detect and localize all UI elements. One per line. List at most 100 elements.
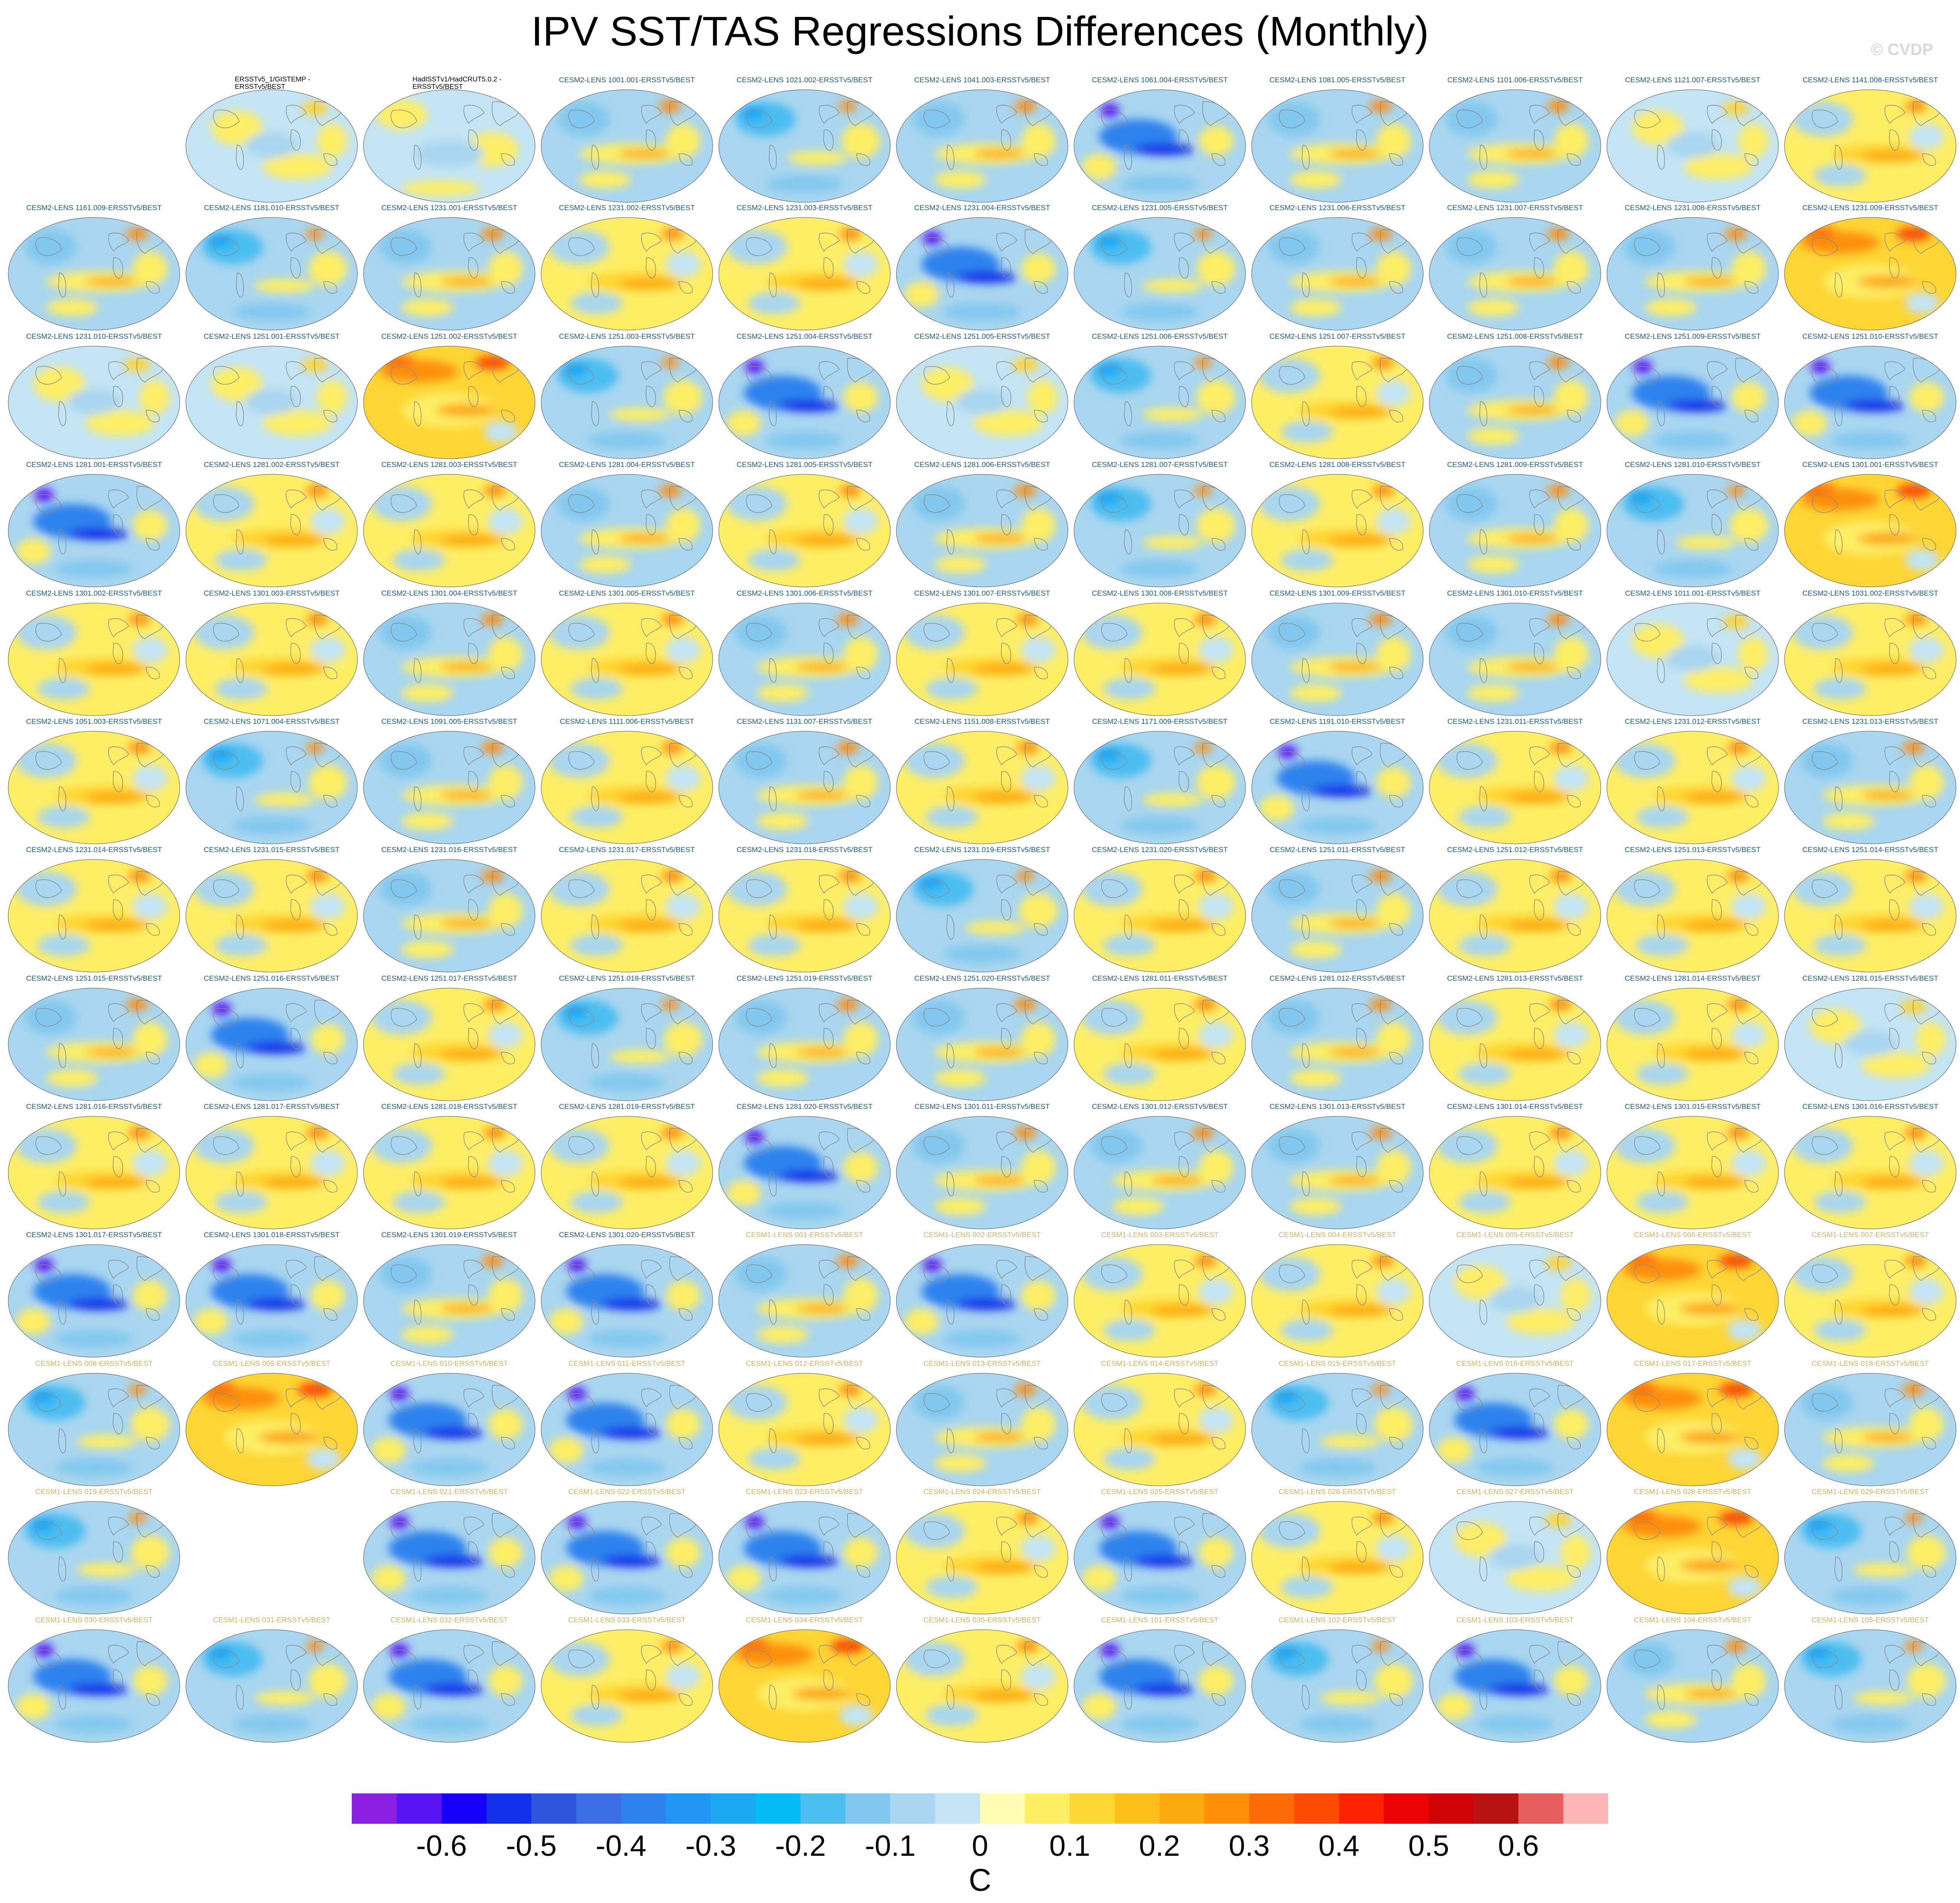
coastline: [996, 1388, 1017, 1408]
coastline: [468, 386, 478, 407]
anomaly-region: [1151, 921, 1212, 931]
map-border: [8, 1373, 180, 1486]
anomaly-region: [1725, 1640, 1747, 1652]
ensemble-panel: CESM2-LENS 1251.014-ERSSTv5/BEST: [1782, 846, 1959, 974]
colorbar-swatch: [935, 1793, 980, 1824]
coastline: [1124, 1685, 1132, 1710]
ensemble-panel: CESM2-LENS 1251.001-ERSSTv5/BEST: [183, 332, 360, 460]
coastline: [108, 618, 129, 638]
anomaly-region: [974, 792, 1034, 803]
coastline: [501, 281, 515, 294]
anomaly-region: [1506, 1309, 1576, 1335]
coastline: [1479, 529, 1487, 554]
ensemble-panel: CESM2-LENS 1281.007-ERSSTv5/BEST: [1071, 460, 1249, 589]
coastline: [1211, 1437, 1226, 1449]
coastline: [769, 1300, 777, 1325]
ensemble-panel: CESM2-LENS 1301.013-ERSSTv5/BEST: [1249, 1102, 1426, 1231]
coastline: [1351, 1517, 1373, 1536]
coastline: [501, 1052, 515, 1064]
anomaly-region: [1281, 1319, 1333, 1341]
coastline: [113, 1670, 123, 1691]
anomaly-region: [618, 921, 679, 931]
global-regression-map: [896, 217, 1068, 331]
anomaly-region: [740, 105, 766, 120]
anomaly-region: [410, 1587, 488, 1605]
panel-title: CESM1-LENS 024-ERSSTv5/BEST: [923, 1488, 1041, 1496]
anomaly-region: [1732, 382, 1766, 412]
global-regression-map: [1251, 1501, 1424, 1614]
panel-title: CESM2-LENS 1011.001-ERSSTv5/BEST: [1625, 589, 1761, 597]
panel-title: CESM2-LENS 1111.006-ERSSTv5/BEST: [560, 717, 694, 726]
anomaly-region: [666, 765, 701, 791]
anomaly-region: [482, 742, 503, 754]
coastline: [923, 623, 950, 642]
coastline: [1711, 514, 1722, 535]
panel-title: CESM1-LENS 013-ERSSTv5/BEST: [923, 1359, 1041, 1368]
coastline: [323, 538, 337, 551]
global-regression-map: [363, 1629, 535, 1743]
anomaly-region: [1506, 921, 1567, 931]
ensemble-panel: CESM2-LENS 1251.010-ERSSTv5/BEST: [1782, 332, 1959, 460]
anomaly-region: [129, 1127, 150, 1139]
coastline: [213, 494, 240, 513]
anomaly-region: [1623, 1259, 1701, 1281]
global-regression-map: [1784, 1629, 1957, 1743]
anomaly-region: [1298, 1715, 1376, 1733]
coastline: [146, 1308, 160, 1321]
coastline: [856, 667, 870, 679]
coastline: [58, 1556, 66, 1582]
anomaly-region: [748, 549, 800, 571]
coastline: [1211, 795, 1226, 807]
coastline: [108, 1003, 129, 1023]
global-regression-map: [363, 1116, 535, 1229]
anomaly-region: [1194, 999, 1216, 1011]
map-border: [1074, 1244, 1246, 1358]
panel-title: CESM2-LENS 1281.012-ERSSTv5/BEST: [1269, 974, 1405, 982]
coastline: [113, 386, 123, 407]
anomaly-region: [1792, 872, 1853, 906]
map-border: [8, 1629, 180, 1743]
anomaly-region: [263, 921, 324, 931]
coastline: [1101, 494, 1128, 513]
panel-title: CESM2-LENS 1251.018-ERSSTv5/BEST: [559, 974, 695, 982]
coastline: [678, 795, 693, 807]
coastline: [1711, 1156, 1722, 1177]
coastline: [1534, 1670, 1544, 1691]
colorbar-tick-labels: -0.6 -0.5 -0.4 -0.3 -0.2 -0.1 0 0.1 0.2 0.3 0.4 0.5…: [0, 1829, 1960, 1864]
coastline: [213, 1008, 240, 1027]
coastline: [35, 751, 62, 770]
ensemble-panel: CESM1-LENS 004-ERSSTv5/BEST: [1249, 1231, 1426, 1359]
anomaly-region: [549, 743, 610, 778]
anomaly-region: [1019, 893, 1058, 928]
anomaly-region: [1554, 765, 1589, 791]
panel-title: CESM1-LENS 034-ERSSTv5/BEST: [746, 1616, 863, 1624]
coastline: [390, 366, 417, 385]
coastline: [1534, 1284, 1544, 1306]
map-border: [185, 603, 358, 716]
anomaly-region: [1489, 1287, 1541, 1313]
map-border: [541, 346, 713, 459]
panel-title: CESM1-LENS 016-ERSSTv5/BEST: [1456, 1359, 1574, 1368]
anomaly-region: [68, 528, 129, 540]
anomaly-region: [935, 1198, 986, 1215]
coastline: [856, 153, 870, 166]
ensemble-panel: CESM1-LENS 103-ERSSTv5/BEST: [1426, 1616, 1604, 1744]
anomaly-region: [306, 1448, 341, 1470]
anomaly-region: [662, 357, 679, 368]
anomaly-region: [1456, 1387, 1475, 1401]
anomaly-region: [1725, 228, 1747, 240]
ensemble-panel: CESM2-LENS 1281.016-ERSSTv5/BEST: [5, 1102, 183, 1231]
ensemble-panel: CESM2-LENS 1011.001-ERSSTv5/BEST: [1604, 589, 1782, 717]
coastline: [1178, 643, 1189, 664]
coastline: [1351, 618, 1373, 638]
coastline: [58, 272, 66, 298]
map-border: [1074, 474, 1246, 587]
panel-title: CESM2-LENS 1281.013-ERSSTv5/BEST: [1447, 974, 1583, 982]
coastline: [286, 1003, 307, 1023]
coastline: [236, 1428, 244, 1453]
global-regression-map: [1429, 1244, 1601, 1358]
ensemble-panel: CESM1-LENS 002-ERSSTv5/BEST: [893, 1231, 1071, 1359]
anomaly-region: [844, 382, 878, 412]
global-regression-map: [896, 474, 1068, 587]
global-regression-map: [1784, 988, 1957, 1101]
